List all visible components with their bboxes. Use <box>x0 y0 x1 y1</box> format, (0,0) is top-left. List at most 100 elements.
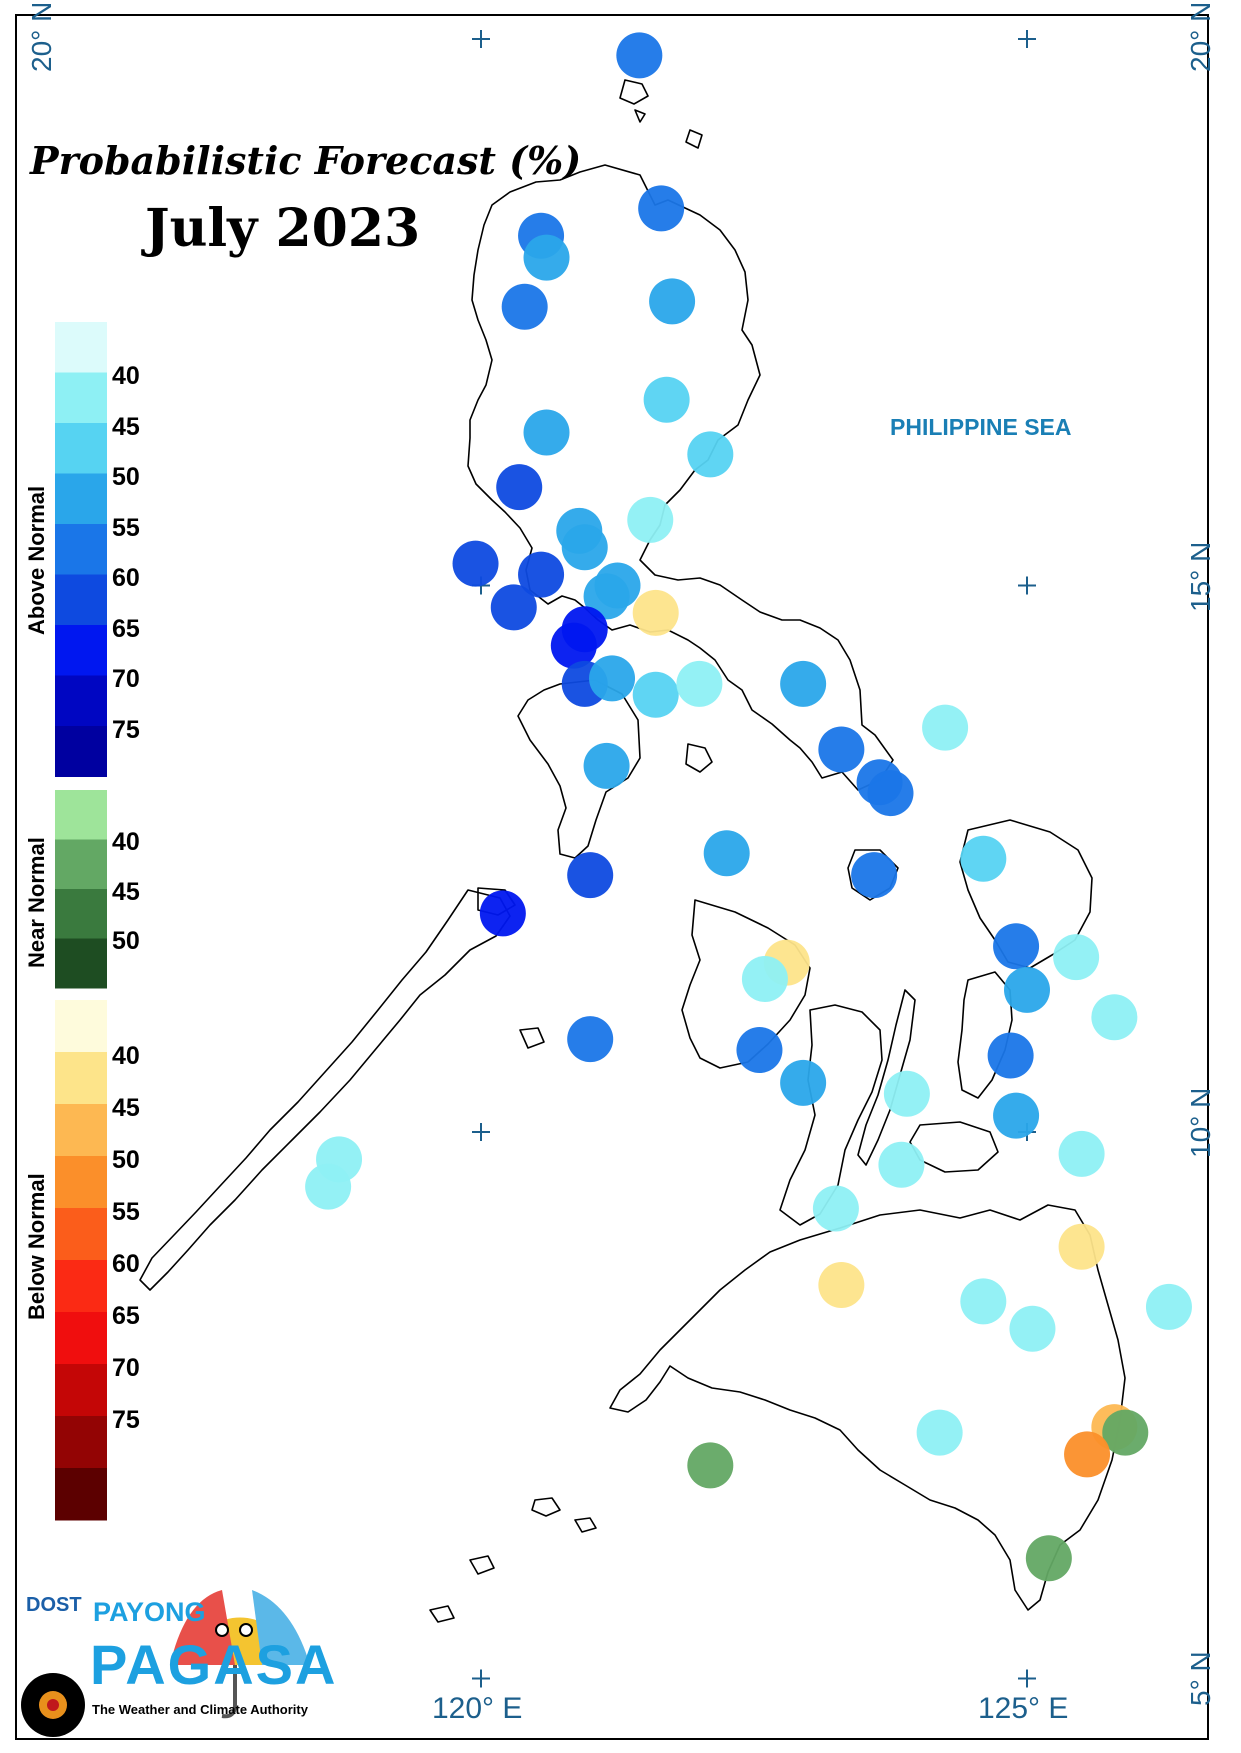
station-marker <box>1091 994 1138 1041</box>
station-marker <box>867 770 914 817</box>
lon-label-125: 125° E <box>978 1692 1069 1725</box>
logo-payong-text: PAYONG <box>93 1597 206 1627</box>
graticule-cross <box>1018 1669 1036 1688</box>
lat-label-5-right: 5° N <box>1185 1651 1216 1706</box>
legend-tick-label: 65 <box>112 614 140 643</box>
legend-swatch <box>55 889 107 939</box>
station-marker <box>1102 1409 1149 1456</box>
station-marker <box>496 464 543 511</box>
legend-tick-label: 45 <box>112 877 140 906</box>
legend-swatch <box>55 625 107 676</box>
legend-swatch <box>55 1260 107 1313</box>
pagasa-logo: DOST PAYONG PAGASA The Weather and Clima… <box>20 1590 335 1740</box>
logo-pagasa-text: PAGASA <box>90 1633 338 1696</box>
station-marker <box>550 622 597 669</box>
station-marker <box>616 32 663 79</box>
lon-label-120: 120° E <box>432 1692 523 1725</box>
station-marker <box>916 1409 963 1456</box>
graticule-cross <box>472 30 490 48</box>
station-marker <box>305 1163 352 1210</box>
station-marker <box>1025 1535 1072 1582</box>
station-marker <box>780 660 827 707</box>
station-marker <box>960 1278 1007 1325</box>
legend-above-normal-label: Above Normal <box>24 485 49 635</box>
station-marker <box>741 955 788 1002</box>
legend-tick-label: 60 <box>112 1250 140 1278</box>
legend-near-normal-label: Near Normal <box>24 837 49 968</box>
station-marker <box>878 1141 925 1188</box>
station-marker <box>922 704 969 751</box>
map-title: Probabilistic Forecast (%) <box>30 138 582 183</box>
station-marker <box>1058 1223 1105 1270</box>
station-marker <box>1145 1283 1192 1330</box>
logo-tagline: The Weather and Climate Authority <box>92 1702 308 1717</box>
dost-emblem-icon <box>21 1673 85 1737</box>
station-marker <box>851 852 898 899</box>
legend-tick-label: 70 <box>112 665 140 693</box>
legend-swatch <box>55 938 107 989</box>
legend-swatch <box>55 1104 107 1157</box>
station-marker <box>643 376 690 423</box>
station-marker <box>523 409 570 456</box>
station-marker <box>583 573 630 620</box>
legend-tick-label: 40 <box>112 362 140 390</box>
station-marker <box>687 1442 734 1489</box>
station-marker <box>1009 1305 1056 1352</box>
legend-swatch <box>55 839 107 890</box>
station-marker <box>703 830 750 877</box>
graticule-cross <box>472 1669 490 1688</box>
graticule-cross <box>1018 576 1036 595</box>
station-marker <box>632 671 679 718</box>
legend-tick-label: 75 <box>112 715 140 744</box>
station-marker <box>736 1027 783 1074</box>
legend-swatch <box>55 322 107 373</box>
legend-swatch <box>55 790 107 840</box>
station-marker <box>567 852 614 899</box>
forecast-month: July 2023 <box>145 198 421 259</box>
legend-swatch <box>55 1208 107 1261</box>
station-marker <box>638 185 685 232</box>
station-marker <box>676 660 723 707</box>
station-marker <box>518 551 565 598</box>
station-marker <box>818 1262 865 1309</box>
legend-color-bars <box>55 322 107 1521</box>
lat-label-20-left: 20° N <box>26 1 57 72</box>
station-marker <box>501 283 548 330</box>
station-marker <box>490 584 537 631</box>
graticule-cross <box>1018 30 1036 48</box>
legend-tick-label: 50 <box>112 1146 140 1174</box>
legend-swatch <box>55 1468 107 1521</box>
legend-swatch <box>55 1416 107 1469</box>
legend-swatch <box>55 473 107 525</box>
legend-swatch <box>55 372 107 424</box>
legend-swatch <box>55 574 107 626</box>
legend-swatch <box>55 1364 107 1417</box>
legend-tick-label: 70 <box>112 1354 140 1382</box>
station-marker <box>1004 966 1050 1013</box>
station-marker <box>993 923 1040 970</box>
station-marker <box>589 655 636 702</box>
station-marker <box>567 1016 614 1063</box>
legend-swatch <box>55 726 107 777</box>
legend-tick-label: 45 <box>112 1094 140 1122</box>
station-marker <box>452 540 499 587</box>
legend-swatch <box>55 675 107 727</box>
legend-tick-label: 45 <box>112 412 140 441</box>
station-marker <box>561 524 608 571</box>
station-marker <box>523 234 570 281</box>
legend-tick-label: 55 <box>112 1198 140 1226</box>
legend-tick-label: 60 <box>112 564 140 592</box>
station-marker <box>632 589 679 636</box>
map-frame <box>15 14 1209 1740</box>
station-marker <box>627 496 674 543</box>
legend-swatch <box>55 1000 107 1053</box>
station-marker <box>1058 1130 1105 1177</box>
legend-swatch <box>55 1052 107 1105</box>
legend-tick-label: 40 <box>112 828 140 856</box>
legend-tick-label: 50 <box>112 927 140 955</box>
station-marker <box>687 431 734 478</box>
legend-tick-label: 50 <box>112 463 140 491</box>
legend-swatch <box>55 1312 107 1365</box>
graticule-cross <box>472 1123 490 1141</box>
